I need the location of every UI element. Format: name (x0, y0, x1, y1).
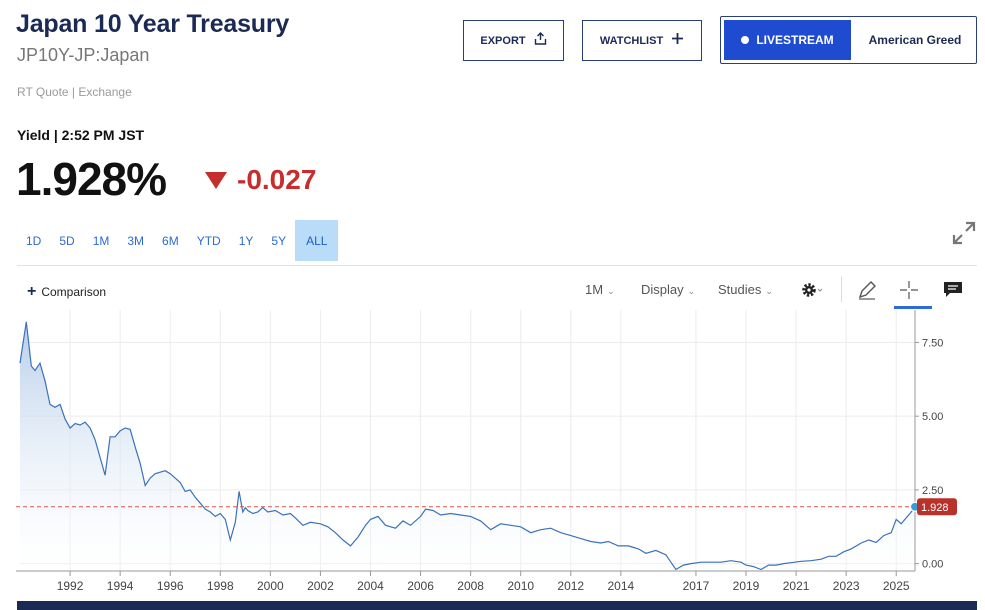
x-tick-label: 2014 (607, 579, 634, 593)
x-tick-label: 2017 (683, 579, 710, 593)
last-price-badge (917, 498, 957, 516)
x-tick-label: 2023 (833, 579, 860, 593)
down-arrow-icon (205, 171, 227, 189)
x-tick-label: 1996 (157, 579, 184, 593)
y-tick-label: 5.00 (922, 411, 943, 423)
plus-icon: + (27, 283, 37, 300)
yield-label: Yield | 2:52 PM JST (17, 127, 145, 143)
range-tab-1y[interactable]: 1Y (238, 233, 254, 248)
y-tick-label: 0.00 (922, 559, 943, 571)
quote-source: RT Quote | Exchange (17, 85, 132, 99)
chevron-down-icon: ⌄ (607, 286, 615, 296)
gear-icon[interactable] (799, 278, 823, 302)
x-tick-label: 1992 (57, 579, 84, 593)
display-dropdown[interactable]: Display ⌄ (641, 282, 695, 297)
interval-dropdown[interactable]: 1M ⌄ (585, 282, 615, 297)
x-tick-label: 2000 (257, 579, 284, 593)
live-dot-icon (741, 36, 750, 44)
interval-label: 1M (585, 282, 604, 297)
change-value: -0.027 (237, 164, 317, 195)
page-title: Japan 10 Year Treasury (16, 10, 290, 38)
toolbar-divider (841, 276, 842, 302)
comparison-label: Comparison (41, 285, 107, 299)
price-change: -0.027 (205, 164, 316, 196)
pencil-icon[interactable] (855, 278, 879, 302)
x-tick-label: 2002 (307, 579, 334, 593)
x-tick-label: 2012 (557, 579, 584, 593)
crosshair-icon[interactable] (897, 278, 921, 302)
range-tab-5y[interactable]: 5Y (271, 233, 287, 248)
y-tick-label: 2.50 (922, 485, 943, 497)
studies-dropdown[interactable]: Studies ⌄ (718, 282, 773, 297)
range-tab-all[interactable]: ALL (295, 220, 339, 261)
watchlist-label: WATCHLIST (599, 34, 664, 47)
series-line (19, 321, 916, 571)
livestream-panel: LIVESTREAM American Greed (720, 16, 977, 64)
range-tab-3m[interactable]: 3M (127, 233, 145, 248)
range-tab-6m[interactable]: 6M (162, 233, 179, 248)
expand-icon[interactable] (951, 220, 977, 246)
x-tick-label: 1998 (207, 579, 234, 593)
x-tick-label: 2006 (407, 579, 434, 593)
x-tick-label: 2019 (733, 579, 760, 593)
yield-chart[interactable]: 1992 1994 1996 1998 2000 2002 2004 2006 2008 2010… (0, 310, 985, 600)
display-label: Display (641, 282, 684, 297)
comment-icon[interactable] (941, 278, 965, 302)
range-tab-1d[interactable]: 1D (26, 233, 42, 248)
last-price: 1.928% (16, 153, 167, 205)
last-price-badge-text: 1.928 (921, 502, 949, 514)
range-tabs: 1D 5D 1M 3M 6M YTD 1Y 5Y ALL (17, 220, 339, 261)
x-tick-label: 2010 (507, 579, 534, 593)
range-tab-5d[interactable]: 5D (59, 233, 75, 248)
chart-toolbar: + Comparison 1M ⌄ Display ⌄ Studies ⌄ (17, 270, 977, 310)
range-tab-1m[interactable]: 1M (92, 233, 110, 248)
chevron-down-icon: ⌄ (687, 286, 696, 296)
livestream-button[interactable]: LIVESTREAM (724, 20, 851, 60)
livestream-label: LIVESTREAM (756, 33, 834, 47)
studies-label: Studies (718, 282, 762, 297)
x-tick-label: 2021 (783, 579, 810, 593)
chevron-down-icon: ⌄ (765, 286, 773, 296)
x-tick-label: 1994 (107, 579, 134, 593)
export-label: EXPORT (480, 34, 526, 47)
comparison-button[interactable]: + Comparison (27, 284, 106, 300)
active-tool-indicator (894, 306, 932, 309)
watchlist-button[interactable]: WATCHLIST (582, 20, 702, 61)
bottom-nav-bar (17, 601, 977, 610)
symbol-label: JP10Y-JP:Japan (17, 45, 150, 65)
plus-icon (671, 32, 684, 49)
y-tick-label: 7.50 (922, 337, 943, 349)
x-tick-label: 2004 (357, 579, 384, 593)
show-link[interactable]: American Greed (868, 33, 962, 47)
section-divider (17, 265, 977, 266)
series-area (20, 321, 915, 571)
range-tab-ytd[interactable]: YTD (196, 233, 221, 248)
x-tick-label: 2025 (883, 579, 910, 593)
export-button[interactable]: EXPORT (463, 20, 564, 61)
share-icon (534, 32, 547, 49)
x-tick-label: 2008 (457, 579, 484, 593)
